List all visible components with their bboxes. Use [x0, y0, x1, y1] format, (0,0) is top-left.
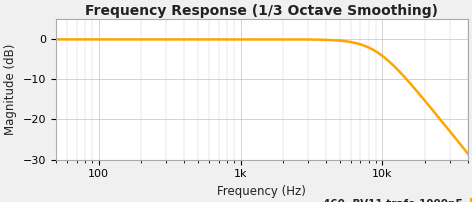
Text: 460, BV11 trafo 1000pF: 460, BV11 trafo 1000pF — [323, 199, 463, 202]
Title: Frequency Response (1/3 Octave Smoothing): Frequency Response (1/3 Octave Smoothing… — [85, 4, 438, 18]
Y-axis label: Magnitude (dB): Magnitude (dB) — [4, 44, 17, 135]
X-axis label: Frequency (Hz): Frequency (Hz) — [218, 185, 306, 198]
